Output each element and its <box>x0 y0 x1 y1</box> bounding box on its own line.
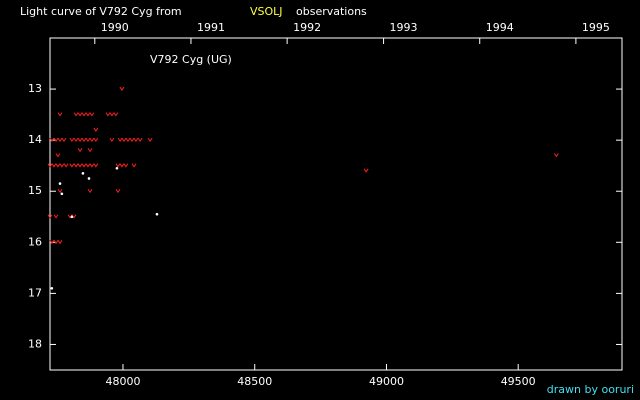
upper-limit-point <box>57 188 63 194</box>
upper-limit-point <box>59 163 65 168</box>
y-tick-label: 15 <box>28 184 42 197</box>
upper-limit-point <box>123 163 129 168</box>
upper-limit-point <box>133 137 139 143</box>
upper-limit-point <box>109 112 115 117</box>
upper-limit-point <box>121 137 127 143</box>
y-tick-label: 18 <box>28 337 42 350</box>
upper-limit-point <box>63 163 69 168</box>
x2-tick-label: 1990 <box>101 21 129 34</box>
upper-limit-point <box>85 163 91 168</box>
upper-limit-point <box>53 214 59 219</box>
upper-limit-point <box>137 137 143 143</box>
observation-point <box>50 286 54 290</box>
upper-limit-point <box>81 137 87 143</box>
upper-limit-point <box>109 137 115 143</box>
upper-limit-point <box>147 137 153 143</box>
upper-limit-point <box>105 112 111 117</box>
observation-point <box>58 182 62 185</box>
upper-limit-point <box>69 163 75 168</box>
upper-limit-point <box>113 112 119 117</box>
upper-limit-point <box>49 137 55 143</box>
upper-limit-point <box>553 153 559 158</box>
observation-point <box>81 172 85 175</box>
upper-limit-point <box>119 86 125 91</box>
credit: drawn by ooruri <box>547 383 634 396</box>
y-tick-label: 13 <box>28 82 42 95</box>
chart-title: Light curve of V792 Cyg from <box>20 5 182 18</box>
x2-tick-label: 1992 <box>293 21 321 34</box>
upper-limit-point <box>77 148 83 153</box>
upper-limit-point <box>81 163 87 168</box>
observation-point <box>115 166 119 170</box>
observation-point <box>87 177 91 180</box>
upper-limit-point <box>73 112 79 117</box>
x-tick-label: 48500 <box>237 375 272 388</box>
upper-limit-point <box>57 112 63 117</box>
upper-limit-point <box>125 137 131 143</box>
upper-limit-point <box>53 137 59 143</box>
y-tick-label: 14 <box>28 133 42 146</box>
upper-limit-point <box>85 137 91 143</box>
upper-limit-point <box>89 137 95 143</box>
upper-limit-point <box>129 137 135 143</box>
upper-limit-point <box>53 240 59 245</box>
observation-point <box>70 215 74 219</box>
upper-limit-point <box>117 137 123 143</box>
upper-limit-point <box>93 137 99 143</box>
observation-point <box>60 192 64 196</box>
upper-limit-point <box>73 163 79 168</box>
upper-limit-point <box>49 240 55 245</box>
x2-tick-label: 1994 <box>486 21 514 34</box>
upper-limit-point <box>87 148 93 153</box>
x-tick-label: 49000 <box>369 375 404 388</box>
upper-limit-point <box>93 163 99 168</box>
upper-limit-point <box>69 137 75 143</box>
x2-tick-label: 1995 <box>582 21 610 34</box>
y-tick-label: 17 <box>28 286 42 299</box>
upper-limit-point <box>85 112 91 117</box>
upper-limit-point <box>61 137 67 143</box>
upper-limit-point <box>51 163 57 168</box>
upper-limit-point <box>93 127 99 132</box>
upper-limit-point <box>57 137 63 143</box>
upper-limit-point <box>115 188 121 194</box>
upper-limit-point <box>57 240 63 245</box>
x-tick-label: 49500 <box>501 375 536 388</box>
plot-frame <box>49 37 623 371</box>
upper-limit-point <box>73 137 79 143</box>
upper-limit-point <box>131 163 137 168</box>
x2-tick-label: 1991 <box>197 21 225 34</box>
upper-limit-point <box>77 163 83 168</box>
chart-title-source: VSOLJ <box>250 5 283 18</box>
x-tick-label: 48000 <box>105 375 140 388</box>
upper-limit-point <box>55 163 61 168</box>
upper-limit-point <box>55 153 61 158</box>
upper-limit-point <box>363 168 369 173</box>
chart-title-end: observations <box>296 5 367 18</box>
upper-limit-point <box>89 112 95 117</box>
annotation: V792 Cyg (UG) <box>150 53 232 66</box>
upper-limit-point <box>89 163 95 168</box>
upper-limit-point <box>47 214 53 219</box>
upper-limit-point <box>119 163 125 168</box>
upper-limit-point <box>77 112 83 117</box>
observation-point <box>155 212 159 216</box>
upper-limit-point <box>47 163 53 168</box>
y-tick-label: 16 <box>28 235 42 248</box>
upper-limit-point <box>115 163 121 168</box>
upper-limit-point <box>77 137 83 143</box>
upper-limit-point <box>87 188 93 194</box>
upper-limit-point <box>81 112 87 117</box>
x2-tick-label: 1993 <box>390 21 418 34</box>
